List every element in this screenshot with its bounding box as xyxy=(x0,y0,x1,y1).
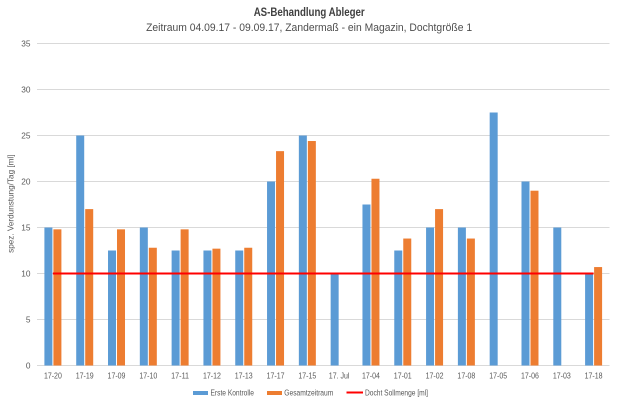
svg-text:15: 15 xyxy=(21,223,31,233)
svg-text:Erste Kontrolle: Erste Kontrolle xyxy=(211,388,255,398)
svg-text:17-19: 17-19 xyxy=(76,371,94,381)
svg-text:Zeitraum 04.09.17 - 09.09.17,: Zeitraum 04.09.17 - 09.09.17, Zandermaß … xyxy=(146,22,472,34)
svg-text:17-18: 17-18 xyxy=(585,371,603,381)
svg-text:5: 5 xyxy=(26,315,31,325)
svg-text:17-15: 17-15 xyxy=(298,371,316,381)
svg-text:17-05: 17-05 xyxy=(489,371,507,381)
svg-text:spez. Verdunstung/Tag [ml]: spez. Verdunstung/Tag [ml] xyxy=(6,155,16,253)
svg-text:AS-Behandlung Ableger: AS-Behandlung Ableger xyxy=(254,5,365,19)
svg-text:20: 20 xyxy=(21,177,31,187)
svg-text:10: 10 xyxy=(21,269,31,279)
svg-text:17-12: 17-12 xyxy=(203,371,221,381)
svg-text:Docht Sollmenge [ml]: Docht Sollmenge [ml] xyxy=(365,388,428,398)
svg-text:Gesamtzeitraum: Gesamtzeitraum xyxy=(284,388,333,398)
svg-text:17-11: 17-11 xyxy=(171,371,189,381)
svg-text:0: 0 xyxy=(26,361,31,371)
svg-text:17-10: 17-10 xyxy=(139,371,157,381)
svg-text:17-04: 17-04 xyxy=(362,371,380,381)
svg-text:17-02: 17-02 xyxy=(426,371,444,381)
svg-text:17. Jul: 17. Jul xyxy=(329,371,350,381)
svg-text:17-09: 17-09 xyxy=(108,371,126,381)
svg-text:35: 35 xyxy=(21,39,31,49)
svg-text:17-13: 17-13 xyxy=(235,371,253,381)
svg-text:17-01: 17-01 xyxy=(394,371,412,381)
svg-text:17-08: 17-08 xyxy=(457,371,475,381)
svg-text:17-20: 17-20 xyxy=(44,371,62,381)
svg-text:17-06: 17-06 xyxy=(521,371,539,381)
svg-text:30: 30 xyxy=(21,85,31,95)
svg-text:17-03: 17-03 xyxy=(553,371,571,381)
svg-text:25: 25 xyxy=(21,131,31,141)
svg-text:17-17: 17-17 xyxy=(267,371,285,381)
